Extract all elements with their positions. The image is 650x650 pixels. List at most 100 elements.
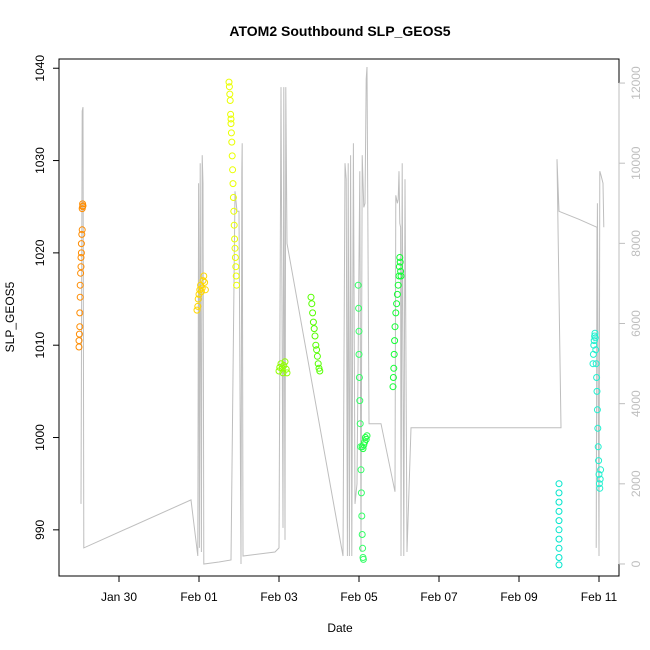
data-point (229, 166, 237, 174)
data-point (555, 535, 563, 543)
data-point (389, 383, 397, 391)
series-4 (307, 293, 324, 375)
data-point (359, 544, 367, 552)
data-point (594, 424, 602, 432)
data-point (227, 129, 235, 137)
data-point (555, 517, 563, 525)
data-point (311, 332, 319, 340)
series-0 (75, 200, 87, 351)
y-tick-label: 990 (33, 520, 47, 540)
y-axis-label: SLP_GEOS5 (3, 281, 17, 352)
data-point (357, 489, 365, 497)
data-point (194, 302, 202, 310)
data-point (362, 435, 370, 443)
data-point (555, 561, 563, 569)
x-tick-label: Feb 07 (420, 590, 458, 604)
data-point (309, 309, 317, 317)
data-point (593, 406, 601, 414)
data-point (363, 432, 371, 440)
y-tick-label: 1010 (33, 332, 47, 359)
series-9 (589, 329, 605, 492)
series-1 (193, 272, 209, 314)
data-point (396, 254, 404, 261)
data-point (396, 258, 404, 266)
data-point (356, 420, 364, 428)
data-point (230, 221, 238, 229)
data-point (78, 230, 86, 238)
y-tick-label: 1020 (33, 239, 47, 266)
data-point (76, 323, 84, 331)
data-point (391, 337, 399, 345)
data-point (596, 475, 604, 483)
data-point (393, 290, 401, 298)
data-point (231, 244, 239, 252)
data-point (390, 350, 398, 358)
data-point (77, 269, 85, 277)
data-point (76, 281, 84, 289)
data-point (231, 235, 239, 243)
plot-frame (58, 58, 620, 577)
data-point (313, 346, 321, 354)
series-3 (275, 358, 291, 377)
data-point (316, 367, 324, 375)
data-point (355, 304, 363, 312)
data-point (354, 281, 362, 289)
y-axis: 990 1000 1010 1020 1030 1040 (33, 55, 59, 540)
y2-tick-label: 12000 (629, 66, 643, 100)
data-point (233, 281, 241, 289)
data-point (355, 374, 363, 381)
data-point (201, 278, 209, 286)
data-point (193, 306, 201, 314)
x-tick-label: Feb 09 (500, 590, 538, 604)
series-5 (354, 281, 367, 563)
data-point (394, 281, 402, 289)
data-point (359, 445, 367, 453)
y2-tick-label: 6000 (629, 310, 643, 337)
data-point (309, 318, 317, 326)
data-point (357, 466, 365, 474)
data-point (390, 364, 398, 372)
x-axis: Jan 30 Feb 01 Feb 03 Feb 05 Feb 07 Feb 09 Feb … (101, 576, 618, 604)
data-point (232, 263, 240, 271)
data-point (232, 272, 240, 280)
data-point (228, 152, 236, 160)
y2-tick-label: 0 (629, 560, 643, 567)
series-6 (358, 432, 371, 453)
data-point (77, 263, 85, 271)
data-point (590, 341, 598, 349)
x-tick-label: Feb 11 (581, 590, 618, 604)
data-point (595, 457, 603, 465)
data-point (358, 512, 366, 520)
data-point (282, 365, 290, 373)
x-tick-label: Jan 30 (101, 590, 137, 604)
y2-tick-label: 10000 (629, 146, 643, 180)
data-point (226, 97, 234, 104)
y-tick-label: 1030 (33, 147, 47, 174)
data-point (555, 526, 563, 534)
data-point (555, 480, 563, 488)
data-point (228, 138, 236, 146)
data-point (393, 300, 401, 308)
data-point (229, 194, 237, 201)
y2-axis: 0 2000 4000 6000 8000 10000 12000 (618, 66, 643, 567)
data-point (355, 327, 363, 335)
data-point (201, 286, 209, 294)
data-point (77, 249, 85, 257)
data-point (225, 83, 233, 91)
data-point (591, 334, 599, 342)
data-point (356, 397, 364, 405)
data-point (555, 554, 563, 561)
data-point (77, 254, 85, 261)
data-point (591, 329, 599, 337)
data-point (355, 350, 363, 358)
y2-tick-label: 4000 (629, 390, 643, 417)
data-point (77, 240, 85, 248)
series-8 (555, 480, 563, 569)
data-point (593, 387, 601, 395)
data-point (79, 202, 87, 210)
y-tick-label: 1040 (33, 55, 47, 82)
data-point (231, 254, 239, 261)
altitude-line (80, 66, 605, 565)
data-point (230, 207, 238, 215)
